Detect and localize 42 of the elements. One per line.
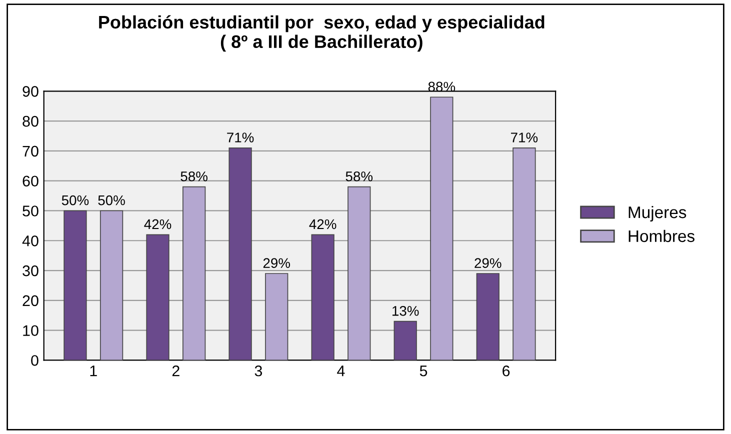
y-tick-label: 0: [31, 355, 38, 366]
x-tick-label: 6: [502, 365, 510, 376]
chart-title: Población estudiantil por sexo, edad y especialidad ( 8º a III de Bachillerato): [99, 15, 544, 52]
bar: [348, 186, 371, 360]
bar: [64, 210, 87, 360]
x-tick-label: 3: [254, 365, 262, 376]
bar: [228, 148, 252, 360]
y-tick-label: 90: [22, 86, 38, 97]
bar: [394, 320, 417, 360]
data-label: 13%: [392, 306, 419, 316]
bar: [476, 273, 500, 360]
y-tick-label: 60: [22, 176, 38, 187]
bar: [265, 273, 288, 360]
bar: [182, 186, 206, 360]
data-label: 71%: [511, 132, 538, 142]
bar: [100, 210, 124, 360]
y-tick-label: 30: [22, 265, 38, 276]
y-tick-label: 70: [22, 146, 38, 157]
x-tick-label: 5: [420, 366, 428, 376]
x-tick-label: 1: [90, 366, 97, 376]
x-tick-label: 2: [172, 365, 180, 376]
bar: [146, 234, 170, 360]
data-label: 42%: [309, 219, 336, 230]
data-label: 58%: [346, 171, 373, 182]
x-tick-label: 4: [337, 366, 345, 376]
data-label: 50%: [98, 195, 125, 206]
bar: [430, 96, 454, 360]
bar: [311, 234, 334, 360]
y-tick-label: 50: [22, 206, 38, 216]
y-tick-label: 10: [23, 325, 38, 336]
data-label: 42%: [144, 219, 172, 230]
data-label: 29%: [474, 258, 502, 268]
data-label: 29%: [263, 258, 290, 268]
bar: [512, 148, 536, 360]
data-label: 71%: [227, 132, 254, 142]
legend-label: Mujeres: [628, 206, 686, 222]
legend-label: Hombres: [628, 230, 694, 242]
y-tick-label: 20: [22, 295, 38, 306]
y-tick-label: 80: [22, 116, 38, 127]
data-label: 50%: [62, 195, 89, 206]
y-tick-label: 40: [22, 235, 38, 246]
data-label: 58%: [180, 171, 208, 182]
